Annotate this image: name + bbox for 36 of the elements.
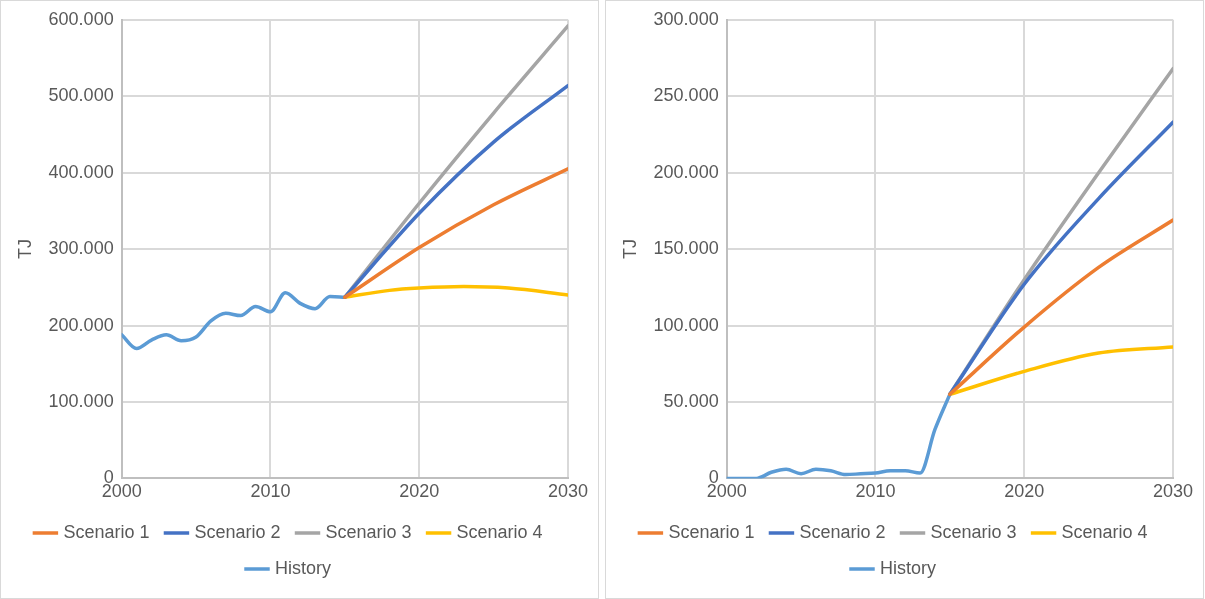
y-tick-label: 600.000 <box>48 8 114 29</box>
line-series <box>726 392 952 479</box>
x-tick-label: 2030 <box>547 481 589 502</box>
y-tick-label: 200.000 <box>653 161 719 182</box>
legend-label: Scenario 1 <box>63 521 150 542</box>
y-tick-label: 50.000 <box>663 390 719 411</box>
legend-label: Scenario 2 <box>799 521 886 542</box>
y-tick-label: 500.000 <box>48 85 114 106</box>
x-tick-label: 2030 <box>1152 481 1194 502</box>
y-tick-label: 200.000 <box>48 314 114 335</box>
legend-label: Scenario 1 <box>668 521 755 542</box>
x-tick-label: 2010 <box>250 481 291 502</box>
legend-label: Scenario 4 <box>1061 521 1148 542</box>
x-tick-label: 2020 <box>1004 481 1045 502</box>
y-tick-label: 150.000 <box>653 238 719 259</box>
line-series <box>343 284 568 299</box>
y-tick-label: 300.000 <box>48 238 114 259</box>
legend-label: Scenario 3 <box>325 521 412 542</box>
line-series <box>948 218 1173 397</box>
y-tick-label: 400.000 <box>48 161 114 182</box>
legend-label: History <box>275 557 332 578</box>
line-series <box>948 345 1173 397</box>
y-axis-title: TJ <box>619 239 640 260</box>
y-tick-label: 100.000 <box>653 314 719 335</box>
y-axis-title: TJ <box>14 239 35 260</box>
legend-label: Scenario 3 <box>930 521 1017 542</box>
legend-label: Scenario 4 <box>456 521 543 542</box>
y-tick-label: 300.000 <box>653 8 719 29</box>
x-tick-label: 2010 <box>855 481 896 502</box>
legend-label: History <box>880 557 937 578</box>
line-series <box>121 290 347 351</box>
y-tick-label: 250.000 <box>653 85 719 106</box>
y-tick-label: 100.000 <box>48 390 114 411</box>
legend-label: Scenario 2 <box>194 521 281 542</box>
line-series <box>343 167 568 299</box>
x-tick-label: 2020 <box>399 481 440 502</box>
